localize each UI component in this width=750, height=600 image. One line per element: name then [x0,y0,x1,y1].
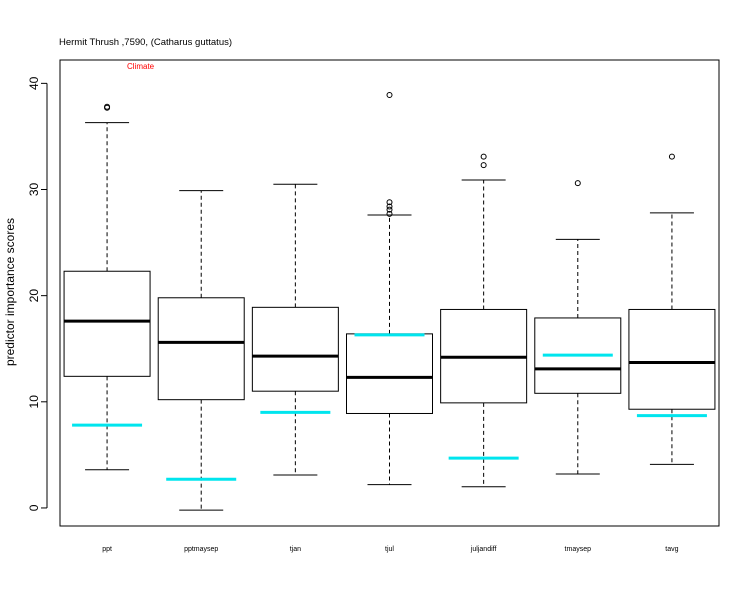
x-tick-label: pptmaysep [184,546,218,553]
y-tick-label: 30 [27,183,41,197]
y-tick-label: 20 [27,289,41,303]
outlier-point [480,153,487,160]
outlier-point [574,180,581,187]
outlier-point [386,203,393,210]
outlier-point [386,210,393,217]
box [63,270,151,377]
x-tick-label: ppt [102,546,112,553]
climate-annotation: Climate [127,62,155,71]
x-tick-label: juljandiff [470,546,497,553]
outlier-point [386,92,393,99]
box [251,306,339,392]
outlier-point [104,104,111,111]
outlier-point [386,199,393,206]
x-tick-label: tjan [290,546,301,553]
box [628,308,716,410]
outlier-point [480,162,487,169]
outlier-point [386,206,393,213]
x-tick-label: tavg [665,546,678,553]
box [157,297,245,401]
y-axis-label: predictor importance scores [3,218,17,366]
x-tick-label: tmaysep [565,546,592,553]
plot-layer: 0 10 20 30 40 ppt pptmaysep tjan tjul juljandiff t… [27,76,716,553]
y-tick-label: 0 [27,504,41,511]
box [346,333,433,414]
outlier-point [668,153,675,160]
y-tick-label: 10 [27,395,41,409]
x-tick-label: tjul [385,546,394,553]
box [534,317,622,394]
chart-title: Hermit Thrush ,7590, (Catharus guttatus) [59,37,232,48]
y-tick-label: 40 [27,76,41,90]
plot-frame [59,59,720,527]
